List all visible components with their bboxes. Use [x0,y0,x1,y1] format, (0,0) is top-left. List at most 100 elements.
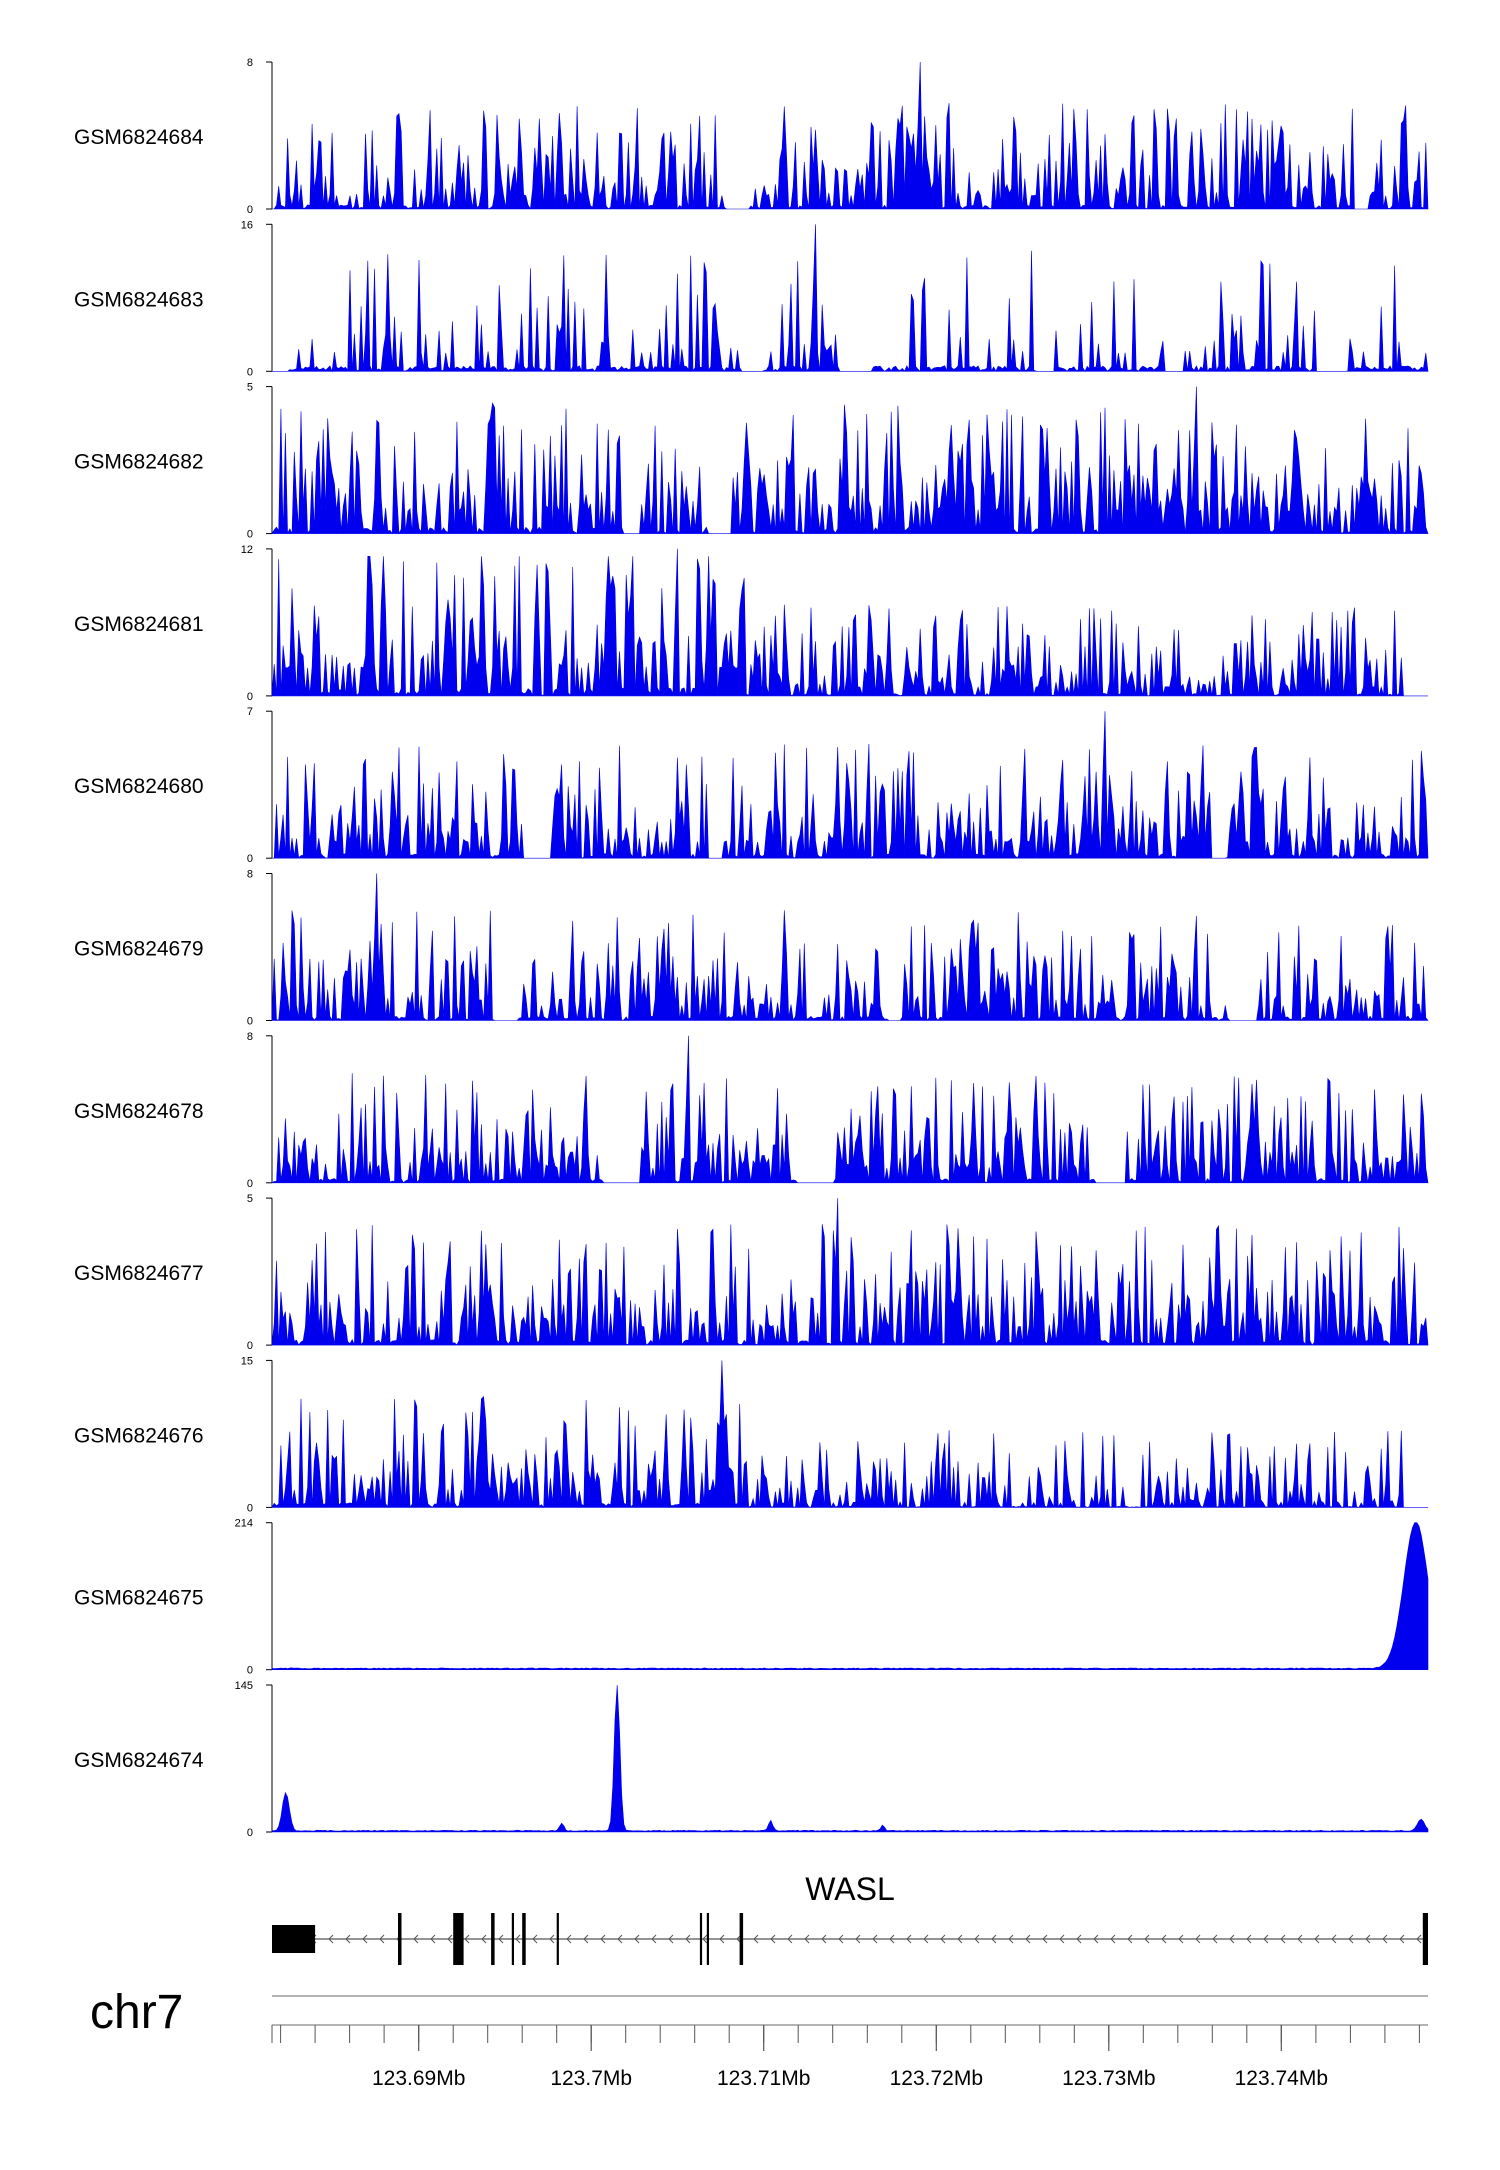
gene-name-label: WASL [805,1871,895,1907]
track-GSM6824674: GSM6824674 145 0 [74,1680,1429,1839]
strand-arrow [481,1934,487,1944]
strand-arrow [668,1934,674,1944]
track-label: GSM6824676 [74,1424,204,1447]
y-axis-max-label: 16 [241,219,253,231]
strand-arrow [1076,1934,1082,1944]
strand-arrow [770,1934,776,1944]
y-axis-max-label: 145 [235,1680,253,1692]
strand-arrow [1025,1934,1031,1944]
y-axis-min-label: 0 [247,691,253,703]
track-GSM6824675: GSM6824675 214 0 [74,1518,1429,1677]
coverage-tracks: GSM682468480GSM6824683160GSM682468250GSM… [74,57,1429,1839]
strand-arrow [1161,1934,1167,1944]
gene-model [272,1913,1428,1965]
coverage-area [270,1035,1429,1184]
y-axis-min-label: 0 [247,1502,253,1514]
strand-arrow [753,1934,759,1944]
strand-arrow [974,1934,980,1944]
strand-arrow [651,1934,657,1944]
track-GSM6824677: GSM6824677 5 0 [74,1193,1429,1352]
exon [699,1913,703,1965]
strand-arrow [1144,1934,1150,1944]
track-GSM6824678: GSM6824678 8 0 [74,1031,1429,1190]
strand-arrow [821,1934,827,1944]
track-label: GSM6824681 [74,613,204,636]
coverage-area [271,711,1429,860]
strand-arrow [957,1934,963,1944]
y-axis-max-label: 5 [247,1193,253,1205]
strand-arrow [1110,1934,1116,1944]
y-axis-min-label: 0 [247,366,253,378]
strand-arrow [379,1934,385,1944]
strand-arrow [1127,1934,1133,1944]
exon [511,1913,514,1965]
strand-arrow [1297,1934,1303,1944]
strand-arrow [634,1934,640,1944]
axis-coordinate-label: 123.71Mb [717,2067,810,2090]
track-GSM6824681: GSM6824681 12 0 [74,544,1428,703]
strand-arrow [345,1934,351,1944]
strand-arrow [413,1934,419,1944]
exon [522,1913,526,1965]
strand-arrow [855,1934,861,1944]
strand-arrow [1382,1934,1388,1944]
strand-arrow [804,1934,810,1944]
strand-arrow [1348,1934,1354,1944]
strand-arrow [464,1934,470,1944]
track-label: GSM6824678 [74,1100,204,1123]
strand-arrow [906,1934,912,1944]
strand-arrow [923,1934,929,1944]
strand-arrow [1093,1934,1099,1944]
strand-arrow [498,1934,504,1944]
strand-arrow [1365,1934,1371,1944]
strand-arrow [1212,1934,1218,1944]
exon [398,1913,402,1965]
strand-arrow [1229,1934,1235,1944]
strand-arrow [447,1934,453,1944]
y-axis-min-label: 0 [247,853,253,865]
axis-coordinate-label: 123.69Mb [372,2067,465,2090]
strand-arrow [787,1934,793,1944]
y-axis-max-label: 15 [241,1355,253,1367]
y-axis-max-label: 8 [247,869,253,881]
strand-arrow [940,1934,946,1944]
y-axis-min-label: 0 [247,1827,253,1839]
strand-arrow [1059,1934,1065,1944]
strand-arrow [549,1934,555,1944]
strand-arrow [1416,1934,1422,1944]
strand-arrow [1178,1934,1184,1944]
strand-arrow [1331,1934,1337,1944]
strand-arrow [328,1934,334,1944]
coverage-area [272,224,1429,373]
coverage-area [271,873,1429,1022]
gene-track: WASL [272,1871,1428,1965]
y-axis-max-label: 12 [241,544,253,556]
exon [1422,1913,1428,1965]
strand-arrow [1246,1934,1252,1944]
track-GSM6824682: GSM6824682 5 0 [74,382,1429,541]
coverage-area [271,1360,1428,1509]
track-label: GSM6824680 [74,775,204,798]
coverage-area [271,61,1429,210]
strand-arrow [1263,1934,1269,1944]
strand-arrow [685,1934,691,1944]
strand-arrow [702,1934,708,1944]
track-label: GSM6824677 [74,1262,204,1285]
exon [706,1913,709,1965]
strand-arrow [430,1934,436,1944]
exon [272,1925,316,1953]
strand-arrow [1399,1934,1405,1944]
y-axis-min-label: 0 [247,529,253,541]
track-GSM6824683: GSM6824683 16 0 [74,219,1429,378]
strand-arrow [1314,1934,1320,1944]
strand-arrow [617,1934,623,1944]
axis-coordinate-label: 123.73Mb [1062,2067,1155,2090]
track-GSM6824679: GSM6824679 8 0 [74,869,1429,1028]
strand-arrow [362,1934,368,1944]
strand-arrow [889,1934,895,1944]
coverage-area [271,548,1428,697]
strand-arrow [566,1934,572,1944]
track-GSM6824676: GSM6824676 15 0 [74,1355,1428,1514]
coverage-area [271,386,1429,535]
